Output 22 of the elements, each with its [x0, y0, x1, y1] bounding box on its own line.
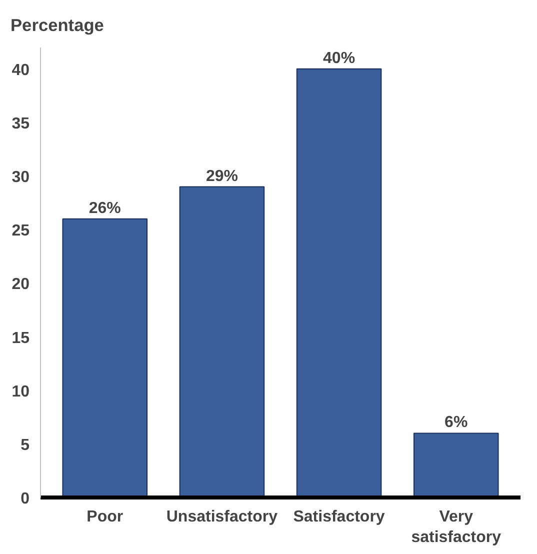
data-label: 26%	[88, 200, 121, 217]
x-tick-label: Very satisfactory	[411, 508, 502, 546]
bar	[296, 68, 382, 498]
y-tick-label: 10	[12, 383, 30, 400]
x-tick-label: Poor	[86, 508, 124, 526]
y-tick-label: 25	[12, 222, 30, 240]
bar	[413, 432, 499, 498]
y-tick-label: 15	[12, 330, 30, 347]
data-label: 40%	[323, 50, 356, 67]
bar	[179, 186, 265, 498]
y-tick-label: 5	[20, 436, 30, 454]
y-tick-label: 0	[20, 490, 30, 508]
y-tick-label: 40	[12, 62, 30, 79]
data-label: 29%	[206, 168, 238, 185]
y-tick-label: 35	[12, 116, 30, 132]
y-axis-title: Percentage	[10, 15, 104, 35]
bar	[62, 218, 148, 498]
y-tick-label: 30	[12, 169, 30, 186]
data-label: 6%	[444, 414, 468, 432]
x-tick-label: Satisfactory	[293, 508, 385, 526]
y-tick-label: 20	[12, 276, 30, 294]
x-tick-label: Unsatisfactory	[166, 508, 278, 526]
